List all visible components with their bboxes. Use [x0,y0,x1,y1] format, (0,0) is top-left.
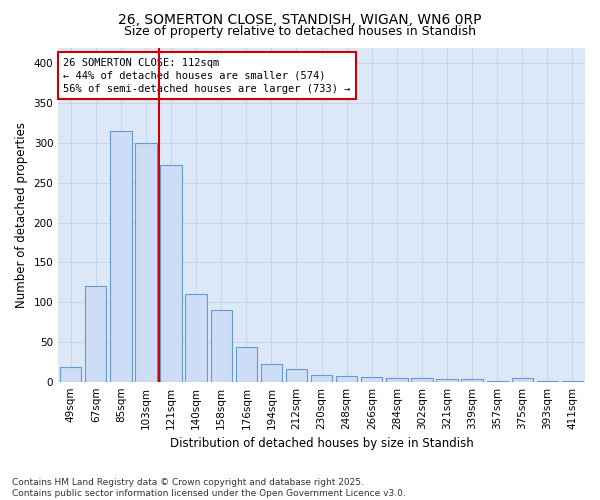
Bar [386,378,407,382]
Bar [261,364,282,382]
Y-axis label: Number of detached properties: Number of detached properties [15,122,28,308]
Bar [537,381,558,382]
Bar [85,286,106,382]
Bar [436,380,458,382]
Bar [136,143,157,382]
Bar [110,131,131,382]
Text: 26, SOMERTON CLOSE, STANDISH, WIGAN, WN6 0RP: 26, SOMERTON CLOSE, STANDISH, WIGAN, WN6… [118,12,482,26]
Bar [160,166,182,382]
Bar [411,378,433,382]
Bar [361,377,382,382]
Bar [311,376,332,382]
Bar [211,310,232,382]
Text: Size of property relative to detached houses in Standish: Size of property relative to detached ho… [124,25,476,38]
Bar [236,346,257,382]
Text: 26 SOMERTON CLOSE: 112sqm
← 44% of detached houses are smaller (574)
56% of semi: 26 SOMERTON CLOSE: 112sqm ← 44% of detac… [64,58,351,94]
Bar [461,380,483,382]
Bar [336,376,358,382]
Bar [60,368,82,382]
Bar [562,381,583,382]
Bar [286,369,307,382]
Bar [512,378,533,382]
Bar [185,294,207,382]
Bar [487,381,508,382]
X-axis label: Distribution of detached houses by size in Standish: Distribution of detached houses by size … [170,437,473,450]
Text: Contains HM Land Registry data © Crown copyright and database right 2025.
Contai: Contains HM Land Registry data © Crown c… [12,478,406,498]
